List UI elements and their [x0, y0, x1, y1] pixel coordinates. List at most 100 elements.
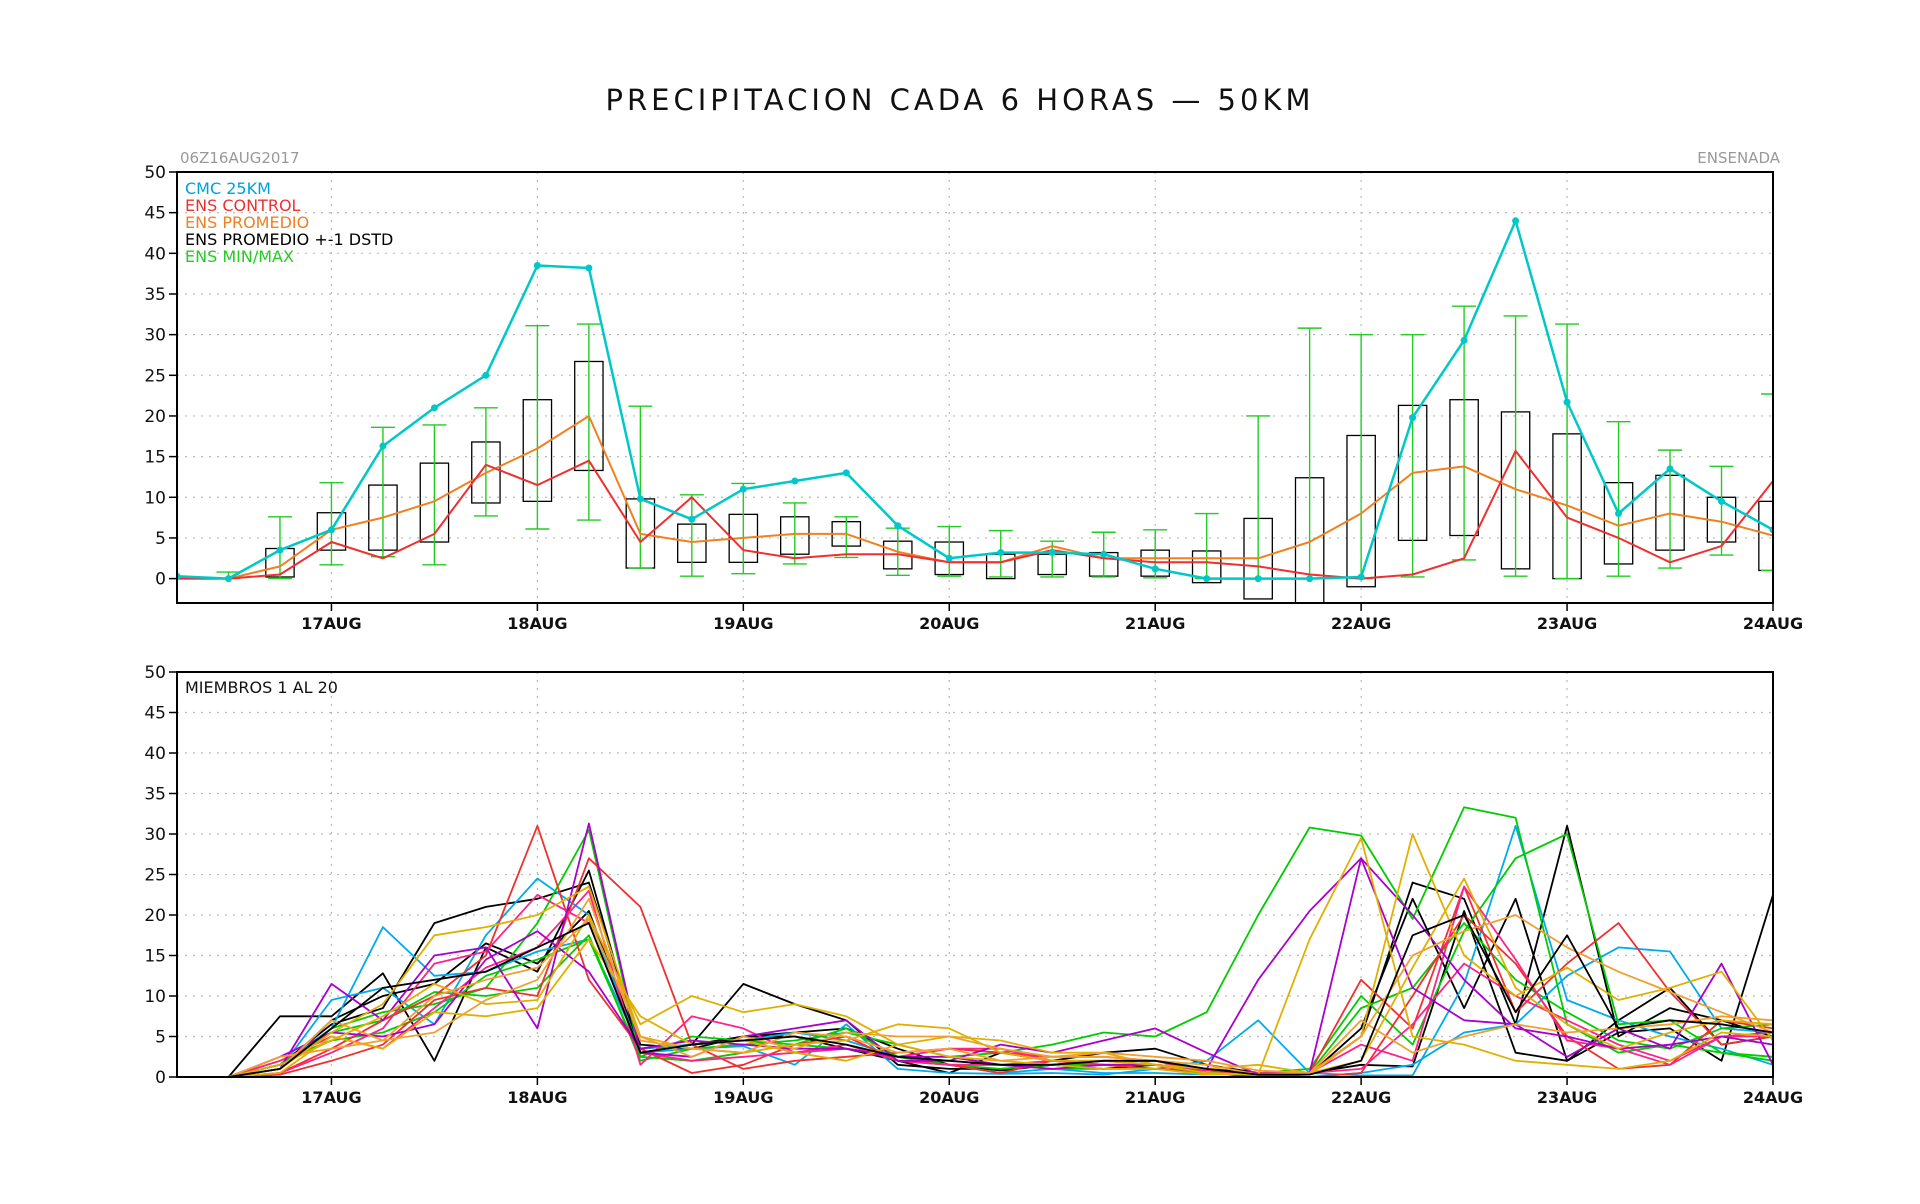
- cmc-point: [276, 546, 284, 554]
- y-tick-label: 40: [144, 744, 166, 764]
- legend-entry: CMC 25KM: [185, 179, 271, 198]
- y-tick-label: 20: [144, 407, 166, 427]
- cmc-point: [1203, 575, 1211, 583]
- cmc-point: [1306, 575, 1314, 583]
- y-tick-label: 30: [144, 825, 166, 845]
- member-line-20: [177, 914, 1774, 1078]
- cmc-point: [533, 262, 541, 270]
- cmc-point: [791, 477, 799, 485]
- cmc-point: [842, 469, 850, 477]
- y-tick-label: 45: [144, 204, 166, 224]
- y-tick-label: 20: [144, 906, 166, 926]
- x-tick-label: 17AUG: [301, 614, 361, 633]
- cmc-line: [177, 219, 1773, 580]
- cmc-point: [1048, 549, 1056, 557]
- y-tick-label: 45: [144, 704, 166, 724]
- y-tick-label: 35: [144, 785, 166, 805]
- cmc-point: [1666, 465, 1674, 473]
- y-tick-label: 15: [144, 448, 166, 468]
- chart-title: PRECIPITACION CADA 6 HORAS — 50KM: [606, 83, 1315, 117]
- member-line-4: [177, 825, 1774, 1078]
- x-tick-label: 24AUG: [1743, 1088, 1803, 1107]
- x-tick-label: 20AUG: [919, 1088, 979, 1107]
- cmc-point: [739, 485, 747, 493]
- cmc-point: [636, 495, 644, 503]
- y-tick-label: 10: [144, 987, 166, 1007]
- y-tick-label: 35: [144, 285, 166, 305]
- cmc-point: [1100, 550, 1108, 558]
- x-tick-label: 22AUG: [1331, 1088, 1391, 1107]
- init-time-label: 06Z16AUG2017: [180, 149, 300, 167]
- cmc-point: [1563, 398, 1571, 406]
- y-tick-label: 30: [144, 326, 166, 346]
- cmc-point: [482, 371, 490, 379]
- member-line-13: [177, 822, 1774, 1078]
- cmc-point: [688, 515, 696, 523]
- y-tick-label: 0: [155, 570, 166, 590]
- y-tick-label: 25: [144, 866, 166, 886]
- member-line-15: [177, 833, 1774, 1078]
- x-tick-label: 20AUG: [919, 614, 979, 633]
- members-label: MIEMBROS 1 AL 20: [185, 678, 338, 697]
- x-tick-label: 19AUG: [713, 614, 773, 633]
- station-label: ENSENADA: [1697, 149, 1780, 167]
- cmc-point: [585, 264, 593, 272]
- ensemble-stats-panel: 0 5 10 15 20 25 30 35 40 45 50 17AUG 18AUG 19AUG 20AUG…: [144, 163, 1803, 633]
- cmc-point: [1512, 217, 1520, 225]
- cmc-point: [379, 442, 387, 450]
- cmc-point: [1151, 565, 1159, 573]
- y-tick-label: 50: [144, 163, 166, 183]
- x-tick-label: 19AUG: [713, 1088, 773, 1107]
- y-tick-label: 0: [155, 1068, 166, 1088]
- legend-entry: ENS CONTROL: [185, 196, 301, 215]
- cmc-point: [1409, 414, 1417, 422]
- cmc-point: [430, 404, 438, 412]
- legend-entry: ENS PROMEDIO +-1 DSTD: [185, 230, 393, 249]
- member-line-19: [177, 897, 1774, 1078]
- legend-entry: ENS MIN/MAX: [185, 247, 294, 266]
- axes: 0 5 10 15 20 25 30 35 40 45 50 17AUG 18AUG 19AUG 20AUG…: [144, 663, 1803, 1107]
- x-tick-label: 18AUG: [507, 1088, 567, 1107]
- x-tick-label: 21AUG: [1125, 614, 1185, 633]
- y-tick-label: 10: [144, 488, 166, 508]
- marks: [177, 217, 1773, 603]
- member-line-10: [177, 857, 1774, 1078]
- cmc-point: [1718, 497, 1726, 505]
- y-tick-label: 50: [144, 663, 166, 683]
- y-tick-label: 15: [144, 947, 166, 967]
- ensemble-members-panel: 0 5 10 15 20 25 30 35 40 45 50 17AUG 18AUG 19AUG 20AUG…: [144, 663, 1803, 1107]
- x-tick-label: 23AUG: [1537, 614, 1597, 633]
- x-tick-label: 21AUG: [1125, 1088, 1185, 1107]
- cmc-point: [224, 575, 232, 583]
- cmc-point: [327, 526, 335, 534]
- plot-frame: [176, 171, 1774, 604]
- y-tick-label: 25: [144, 366, 166, 386]
- y-tick-label: 40: [144, 244, 166, 264]
- member-line-18: [177, 914, 1774, 1078]
- x-tick-label: 18AUG: [507, 614, 567, 633]
- member-line-11: [177, 885, 1774, 1078]
- cmc-point: [1615, 510, 1623, 518]
- y-tick-label: 5: [155, 529, 166, 549]
- x-tick-label: 24AUG: [1743, 614, 1803, 633]
- marks: [177, 806, 1774, 1078]
- x-tick-label: 23AUG: [1537, 1088, 1597, 1107]
- member-line-17: [177, 837, 1774, 1078]
- cmc-point: [1357, 573, 1365, 581]
- member-line-12: [177, 893, 1773, 1078]
- cmc-point: [945, 554, 953, 562]
- member-line-16: [177, 877, 1774, 1078]
- cmc-point: [1254, 575, 1262, 583]
- cmc-point: [1460, 336, 1468, 344]
- ens-control-line: [177, 449, 1773, 580]
- x-tick-label: 22AUG: [1331, 614, 1391, 633]
- y-tick-label: 5: [155, 1028, 166, 1048]
- cmc-point: [894, 522, 902, 530]
- x-tick-label: 17AUG: [301, 1088, 361, 1107]
- series-group: [177, 217, 1773, 603]
- cmc-point: [997, 549, 1005, 557]
